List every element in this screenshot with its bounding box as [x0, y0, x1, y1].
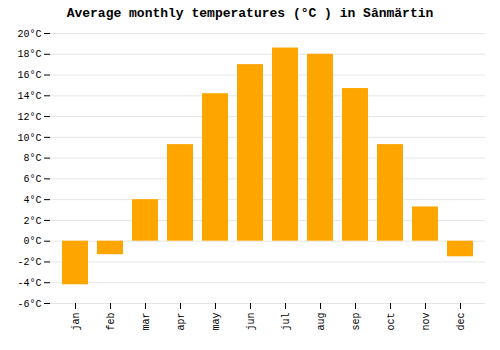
svg-text:sep: sep [351, 313, 362, 331]
svg-text:4°C: 4°C [23, 195, 41, 206]
svg-text:12°C: 12°C [17, 112, 41, 123]
svg-text:jan: jan [71, 313, 82, 331]
svg-text:jun: jun [246, 313, 257, 331]
svg-text:apr: apr [176, 313, 187, 331]
svg-text:aug: aug [316, 313, 327, 331]
svg-text:-4°C: -4°C [17, 278, 41, 289]
svg-text:-6°C: -6°C [17, 299, 41, 310]
svg-text:10°C: 10°C [17, 133, 41, 144]
html-text:Average monthly temperatures (: Average monthly temperatures (°C ) in Sâ… [66, 6, 434, 21]
svg-text:8°C: 8°C [23, 153, 41, 164]
svg-text:20°C: 20°C [17, 29, 41, 40]
svg-text:feb: feb [106, 313, 117, 331]
svg-text:jul: jul [281, 313, 292, 331]
svg-text:nov: nov [421, 313, 432, 331]
svg-text:may: may [211, 313, 222, 331]
svg-text:-2°C: -2°C [17, 257, 41, 268]
svg-text:0°C: 0°C [23, 236, 41, 247]
svg-text:2°C: 2°C [23, 216, 41, 227]
svg-text:14°C: 14°C [17, 91, 41, 102]
svg-text:6°C: 6°C [23, 174, 41, 185]
svg-text:mar: mar [141, 313, 152, 331]
svg-text:16°C: 16°C [17, 70, 41, 81]
svg-text:oct: oct [386, 313, 397, 331]
svg-text:dec: dec [456, 313, 467, 331]
svg-text:18°C: 18°C [17, 49, 41, 60]
